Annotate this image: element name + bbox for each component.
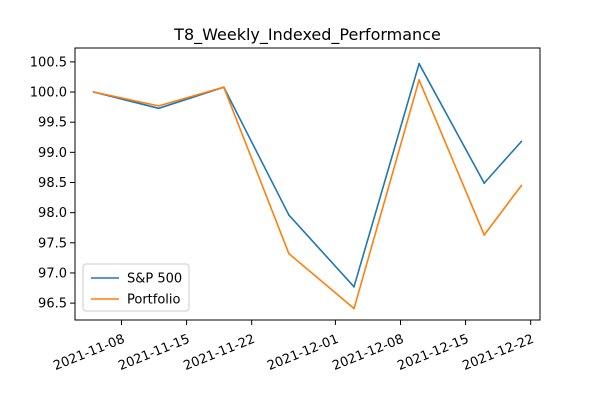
series-line-0 — [93, 62, 522, 288]
series-lines — [92, 62, 523, 310]
series-1-point — [418, 79, 420, 81]
series-1-point — [222, 86, 225, 89]
y-axis-ticks: 96.5 97.0 97.5 98.0 98.5 99.0 99.5 100.0 100.5 — [30, 55, 75, 312]
y-tick-label: 98.5 — [38, 176, 67, 191]
legend: S&P 500 Portfolio — [82, 263, 190, 312]
y-tick-label: 99.5 — [38, 116, 67, 131]
series-0-point — [353, 285, 355, 288]
series-line-1 — [93, 79, 523, 310]
legend-label: Portfolio — [127, 293, 181, 308]
series-1-point — [353, 307, 355, 310]
y-tick-label: 97.0 — [38, 266, 67, 281]
series-0-point — [157, 107, 160, 110]
series-0-point — [288, 214, 290, 216]
series-0-point — [418, 62, 420, 65]
series-1-point — [288, 252, 290, 255]
series-0-point — [483, 182, 486, 184]
series-1-point — [520, 184, 523, 187]
y-tick-label: 100.5 — [30, 55, 67, 70]
series-1-point — [92, 91, 95, 93]
chart-title: T8_Weekly_Indexed_Performance — [173, 25, 441, 45]
y-tick-label: 97.5 — [38, 236, 67, 251]
y-tick-label: 96.5 — [38, 297, 67, 312]
y-tick-label: 99.0 — [38, 146, 67, 161]
series-1-point — [157, 104, 160, 107]
legend-label: S&P 500 — [127, 272, 182, 287]
y-tick-label: 100.0 — [30, 86, 67, 101]
series-1-point — [483, 234, 486, 236]
series-0-point — [520, 140, 523, 143]
plot-frame — [74, 47, 541, 321]
y-tick-label: 98.0 — [38, 206, 67, 221]
